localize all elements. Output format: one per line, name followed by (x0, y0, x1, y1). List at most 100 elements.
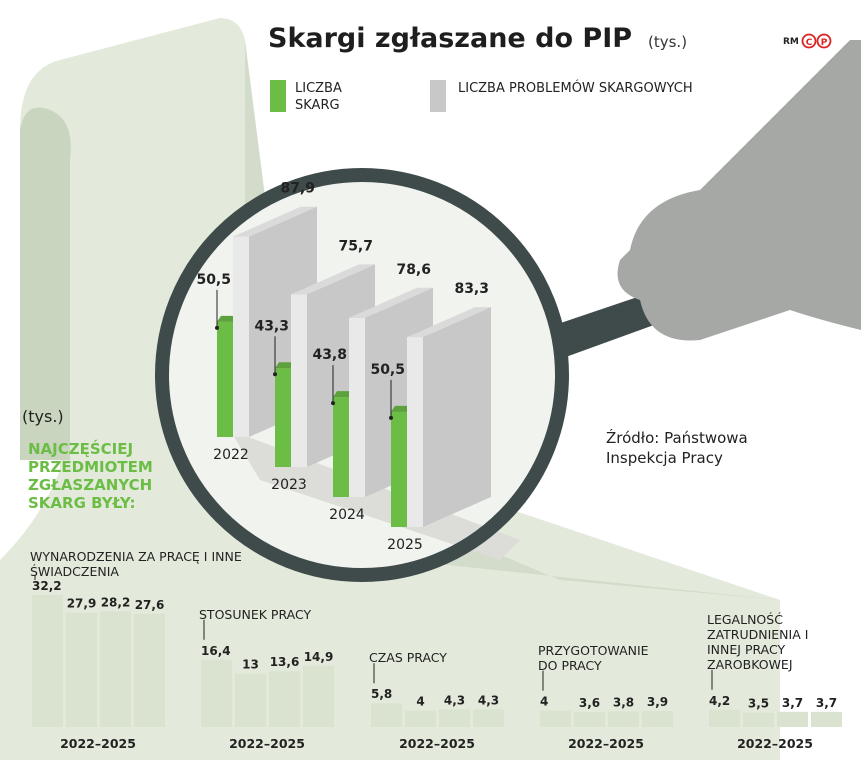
logo-mark: C (806, 38, 813, 48)
bar (303, 665, 334, 727)
sub-heading: NAJCZĘŚCIEJ PRZEDMIOTEM ZGŁASZANYCH SKAR… (28, 440, 153, 512)
chart-title: PRZYGOTOWANIE DO PRACY (538, 642, 649, 673)
bar (391, 411, 407, 527)
title-unit: (tys.) (648, 33, 687, 51)
leader-dot (331, 401, 335, 406)
logo-ring (801, 33, 817, 49)
bar-top (275, 362, 295, 369)
bar (66, 612, 97, 727)
bar-top (333, 391, 353, 398)
legend-swatch (270, 80, 286, 112)
bar (235, 673, 266, 727)
value-label: 43,8 (312, 347, 347, 363)
bar (233, 236, 249, 437)
value-label: 13 (242, 658, 259, 672)
period: 2022–2025 (399, 736, 475, 751)
value-label: 4 (540, 695, 548, 709)
legend-label: LICZBA PROBLEMÓW SKARGOWYCH (458, 81, 693, 96)
value-label: 28,2 (101, 595, 131, 609)
bar-top (217, 315, 237, 322)
value-label: 3,9 (647, 695, 668, 709)
x-tick-label: 2025 (387, 537, 423, 553)
lens-rim (155, 168, 569, 582)
value-label: 75,7 (338, 238, 373, 254)
logo: RM (783, 37, 799, 47)
period: 2022–2025 (229, 736, 305, 751)
bar-top (407, 307, 491, 338)
chart-title: STOSUNEK PRACY (199, 606, 312, 622)
period: 2022–2025 (568, 736, 644, 751)
bar-top (391, 405, 411, 412)
value-label: 3,5 (748, 697, 769, 711)
value-label: 27,6 (135, 598, 165, 612)
logo-mark: P (821, 38, 828, 48)
bar (608, 711, 639, 727)
bar (371, 703, 402, 727)
value-label: 4,2 (709, 694, 730, 708)
bar-top (233, 206, 317, 237)
bar (349, 317, 365, 497)
value-label: 3,8 (613, 695, 634, 709)
x-tick-label: 2023 (271, 477, 307, 493)
source: Źródło: Państwowa Inspekcja Pracy (606, 429, 748, 467)
chart-title: WYNARODZENIA ZA PRACĘ I INNE ŚWIADCZENIA (30, 548, 242, 579)
value-label: 83,3 (454, 281, 489, 297)
bar (269, 671, 300, 727)
chart-title: CZAS PRACY (369, 650, 447, 666)
title: Skargi zgłaszane do PIP (268, 23, 632, 54)
paper-roll (20, 107, 71, 460)
value-label: 5,8 (371, 687, 392, 701)
value-label: 13,6 (270, 655, 300, 669)
bar (405, 710, 436, 727)
bar (709, 709, 740, 727)
hand (617, 40, 861, 341)
value-label: 87,9 (280, 181, 315, 197)
value-label: 3,7 (816, 696, 837, 710)
logo-ring (816, 33, 832, 49)
value-label: 27,9 (67, 597, 97, 611)
leader-dot (273, 372, 277, 377)
bar (275, 368, 291, 467)
value-label: 78,6 (396, 262, 431, 278)
main-chart: 87,9 50,5 2022 75,7 43,3 2023 78,6 43,8 2024 83,3… (196, 181, 491, 553)
bar (642, 711, 673, 727)
sub-unit: (tys.) (22, 407, 64, 426)
value-label: 43,3 (254, 318, 289, 334)
bar (201, 659, 232, 727)
bar (777, 711, 808, 727)
chart-title: LEGALNOŚĆ ZATRUDNIENIA I INNEJ PRACY ZAR… (707, 611, 809, 672)
bar-top (349, 287, 433, 318)
bar (291, 294, 307, 467)
small-charts: 32,2 27,9 28,2 27,6 2022–2025 16,4 13 13,6 14,9 2… (32, 574, 842, 751)
value-label: 50,5 (196, 272, 231, 288)
x-tick-label: 2022 (213, 447, 249, 463)
value-label: 4,3 (444, 693, 465, 707)
bar (100, 611, 131, 727)
value-label: 3,7 (782, 696, 803, 710)
bar (574, 712, 605, 727)
bar-top (291, 264, 375, 295)
value-label: 14,9 (304, 650, 334, 664)
leader-dot (215, 325, 219, 330)
value-label: 4 (416, 695, 424, 709)
bar (32, 594, 63, 727)
legend-label: LICZBA SKARG (295, 81, 342, 113)
paper (0, 18, 780, 760)
period: 2022–2025 (737, 736, 813, 751)
bar (333, 397, 349, 497)
bar (134, 613, 165, 727)
value-label: 50,5 (370, 362, 405, 378)
x-tick-label: 2024 (329, 507, 365, 523)
bar (439, 709, 470, 727)
bar (811, 711, 842, 727)
bar (473, 709, 504, 727)
value-label: 16,4 (201, 644, 231, 658)
legend-swatch (430, 80, 446, 112)
bar (407, 337, 423, 527)
period: 2022–2025 (60, 736, 136, 751)
bar (217, 321, 233, 437)
value-label: 3,6 (579, 696, 600, 710)
bar (540, 710, 571, 727)
